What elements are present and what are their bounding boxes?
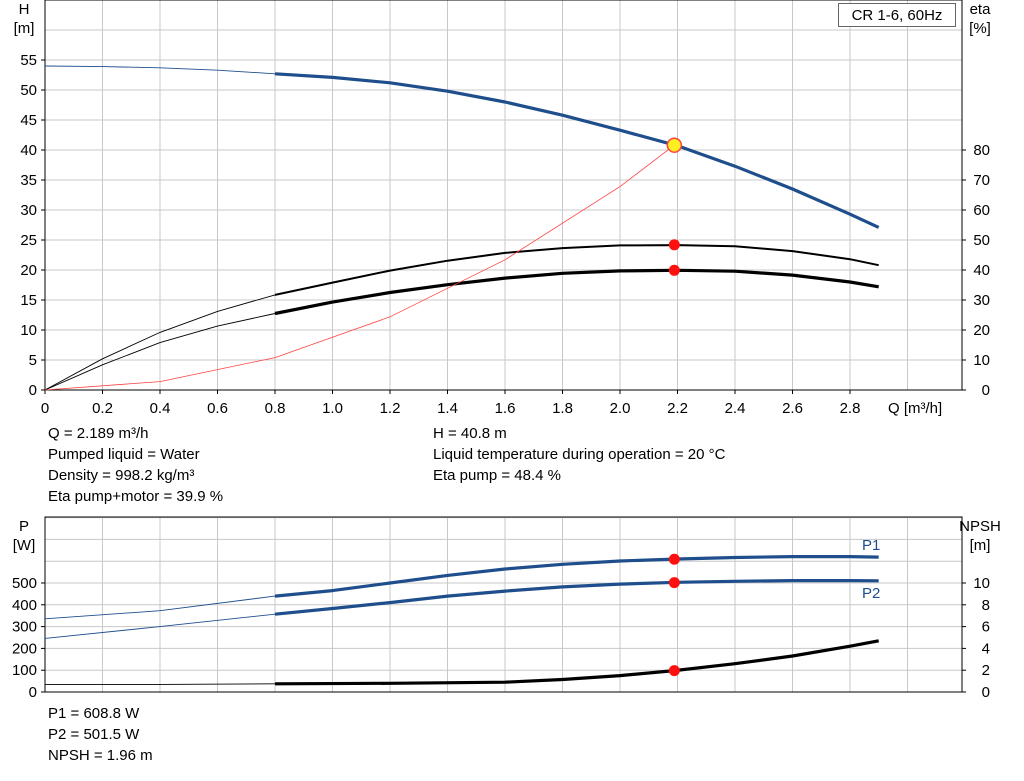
- npsh-readout: NPSH = 1.96 m: [48, 747, 153, 764]
- x-axis-label: Q [m³/h]: [888, 400, 942, 417]
- duty-point-marker: [668, 553, 680, 565]
- flow-readout: Q = 2.189 m³/h: [48, 425, 149, 442]
- x-tick-label: 2.4: [725, 400, 746, 417]
- left-tick-label: 25: [20, 232, 37, 249]
- p2-readout: P2 = 501.5 W: [48, 726, 140, 743]
- x-tick-label: 1.0: [322, 400, 343, 417]
- right-tick-label: 20: [973, 322, 990, 339]
- x-tick-label: 2.6: [782, 400, 803, 417]
- top-info-right: H = 40.8 m Liquid temperature during ope…: [433, 423, 725, 486]
- right-tick-label: 60: [973, 202, 990, 219]
- left-tick-label: 40: [20, 142, 37, 159]
- x-tick-label: 2.0: [610, 400, 631, 417]
- x-tick-label: 1.6: [495, 400, 516, 417]
- left-tick-label: 45: [20, 112, 37, 129]
- x-tick-label: 1.2: [380, 400, 401, 417]
- right-tick-label: 0: [982, 382, 990, 399]
- top-info-left: Q = 2.189 m³/h Pumped liquid = Water Den…: [48, 423, 223, 507]
- x-tick-label: 0.6: [207, 400, 228, 417]
- series-0-extrapolated-line: [44, 595, 276, 620]
- series-0-extrapolated-line: [44, 65, 276, 75]
- x-tick-label: 0.4: [150, 400, 171, 417]
- series-0-line: [274, 554, 879, 598]
- x-tick-label: 0.8: [265, 400, 286, 417]
- left-tick-label: 0: [29, 382, 37, 399]
- series-2-line: [274, 639, 879, 686]
- left-tick-label: 15: [20, 292, 37, 309]
- bottom-info: P1 = 608.8 W P2 = 501.5 W NPSH = 1.96 m: [48, 703, 153, 766]
- left-tick-label: 500: [12, 575, 37, 592]
- right-tick-label: 6: [982, 619, 990, 636]
- x-tick-label: 1.8: [552, 400, 573, 417]
- liquid-temperature-readout: Liquid temperature during operation = 20…: [433, 446, 726, 463]
- left-tick-label: 0: [29, 684, 37, 701]
- right-axis-label: [%]: [969, 20, 991, 37]
- left-axis-label: [m]: [14, 20, 35, 37]
- series-2-line: [274, 268, 879, 316]
- plot-frame: [44, 0, 963, 391]
- p1-readout: P1 = 608.8 W: [48, 705, 140, 722]
- left-tick-label: 10: [20, 322, 37, 339]
- right-tick-label: 10: [973, 352, 990, 369]
- series-2-extrapolated-line: [45, 683, 276, 685]
- power-npsh-chart: 0 100 200 300 400 500 0 2 4 6 8 10 P [W] NPSH [m]: [12, 516, 1001, 701]
- eta-pump-readout: Eta pump = 48.4 %: [433, 467, 561, 484]
- x-tick-label: 1.4: [437, 400, 458, 417]
- right-tick-label: 4: [982, 640, 990, 657]
- series-2-extrapolated-line: [44, 313, 276, 391]
- left-axis-label: P: [19, 518, 29, 535]
- x-tick-label: 2.8: [840, 400, 861, 417]
- x-tick-label: 0: [41, 400, 49, 417]
- head-efficiency-chart: 0 5 10 15 20 25 30 35 40 45 50 55 0 10 20 30 40 50 60 70 80 0…: [14, 0, 992, 417]
- model-label: CR 1-6, 60Hz: [838, 3, 956, 27]
- left-tick-label: 100: [12, 662, 37, 679]
- left-tick-label: 35: [20, 172, 37, 189]
- right-axis-label: [m]: [970, 537, 991, 554]
- left-tick-label: 400: [12, 597, 37, 614]
- p2-series-label: P2: [862, 585, 880, 602]
- pumped-liquid-readout: Pumped liquid = Water: [48, 446, 200, 463]
- left-tick-label: 20: [20, 262, 37, 279]
- duty-point-marker: [668, 239, 680, 251]
- duty-point-marker: [668, 577, 680, 589]
- density-readout: Density = 998.2 kg/m³: [48, 467, 195, 484]
- p1-series-label: P1: [862, 537, 880, 554]
- right-tick-label: 8: [982, 597, 990, 614]
- right-tick-label: 2: [982, 662, 990, 679]
- right-tick-label: 0: [982, 684, 990, 701]
- x-tick-label: 2.2: [667, 400, 688, 417]
- right-axis-label: NPSH: [959, 518, 1001, 535]
- series-1-extrapolated-line: [44, 294, 276, 391]
- series-3-extrapolated-line: [44, 144, 675, 391]
- left-axis-label: H: [19, 1, 30, 18]
- operating-point-marker: [666, 137, 683, 153]
- series-1-line: [274, 578, 879, 616]
- x-tick-label: 0.2: [92, 400, 113, 417]
- series-1-line: [274, 244, 879, 296]
- right-tick-label: 70: [973, 172, 990, 189]
- left-tick-label: 200: [12, 640, 37, 657]
- series-1-extrapolated-line: [44, 613, 276, 639]
- right-tick-label: 50: [973, 232, 990, 249]
- head-readout: H = 40.8 m: [433, 425, 507, 442]
- left-tick-label: 50: [20, 82, 37, 99]
- eta-pump-motor-readout: Eta pump+motor = 39.9 %: [48, 488, 224, 505]
- left-tick-label: 30: [20, 202, 37, 219]
- duty-point-marker: [668, 665, 680, 677]
- duty-point-marker: [668, 264, 680, 276]
- left-axis-label: [W]: [13, 537, 36, 554]
- left-tick-label: 55: [20, 52, 37, 69]
- right-axis-label: eta: [970, 1, 992, 18]
- right-tick-label: 80: [973, 142, 990, 159]
- right-tick-label: 10: [973, 575, 990, 592]
- left-tick-label: 5: [29, 352, 37, 369]
- series-0-line: [274, 72, 880, 229]
- right-tick-label: 30: [973, 292, 990, 309]
- left-tick-label: 300: [12, 619, 37, 636]
- right-tick-label: 40: [973, 262, 990, 279]
